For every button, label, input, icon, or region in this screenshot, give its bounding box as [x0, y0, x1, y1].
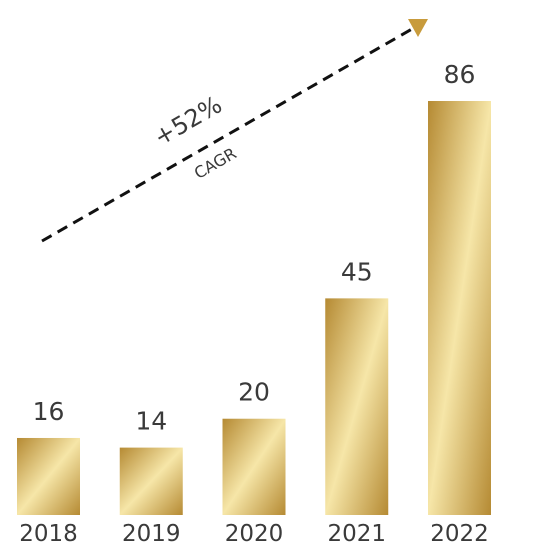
bar-2022 [428, 101, 491, 515]
bar-2020 [222, 418, 286, 515]
x-tick-2022: 2022 [430, 521, 489, 546]
cagr-trend-line [41, 27, 413, 243]
x-tick-labels-group: 2018 2019 2020 2021 2022 [19, 521, 489, 546]
x-tick-2021: 2021 [327, 521, 386, 546]
value-labels-group: 16 14 20 45 86 [33, 60, 476, 436]
value-label-2018: 16 [33, 397, 65, 426]
bar-2018 [17, 437, 80, 515]
bar-2021 [325, 298, 389, 515]
value-label-2021: 45 [341, 257, 373, 286]
cagr-arrowhead-icon [408, 19, 428, 37]
value-label-2022: 86 [444, 60, 476, 89]
x-tick-2018: 2018 [19, 521, 78, 546]
value-label-2020: 20 [238, 378, 270, 407]
bars-group [17, 101, 491, 515]
x-tick-2019: 2019 [122, 521, 181, 546]
bar-2019 [119, 447, 183, 515]
cagr-label: CAGR [191, 144, 240, 183]
value-label-2019: 14 [135, 407, 167, 436]
x-tick-2020: 2020 [225, 521, 284, 546]
